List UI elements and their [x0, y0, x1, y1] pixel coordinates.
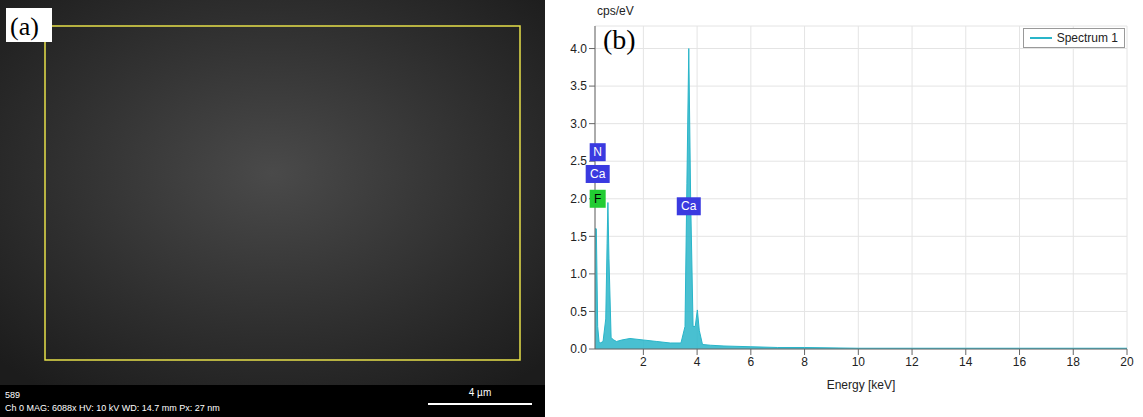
svg-text:Ch 0 MAG: 6088x HV: 10 kV WD:: Ch 0 MAG: 6088x HV: 10 kV WD: 14.7 mm Px…: [5, 403, 220, 413]
svg-text:589: 589: [5, 390, 20, 400]
svg-text:6: 6: [747, 355, 754, 369]
svg-text:10: 10: [852, 355, 866, 369]
svg-text:Ca: Ca: [681, 199, 697, 213]
svg-text:Ca: Ca: [590, 167, 606, 181]
svg-text:1.5: 1.5: [570, 230, 587, 244]
svg-text:4 µm: 4 µm: [469, 387, 491, 398]
svg-text:20: 20: [1120, 355, 1134, 369]
svg-text:1.0: 1.0: [570, 267, 587, 281]
svg-text:14: 14: [959, 355, 973, 369]
svg-text:N: N: [593, 145, 602, 159]
svg-text:12: 12: [905, 355, 919, 369]
svg-text:(a): (a): [10, 12, 39, 41]
html-text:Spectrum 1: Spectrum 1: [1056, 31, 1118, 45]
svg-text:4: 4: [694, 355, 701, 369]
html-text:(b): (b): [603, 24, 636, 55]
svg-text:3.0: 3.0: [570, 117, 587, 131]
svg-text:16: 16: [1013, 355, 1027, 369]
svg-text:18: 18: [1067, 355, 1081, 369]
svg-text:3.5: 3.5: [570, 79, 587, 93]
svg-text:Energy [keV]: Energy [keV]: [827, 378, 896, 392]
svg-text:8: 8: [801, 355, 808, 369]
svg-text:0.0: 0.0: [570, 342, 587, 356]
svg-text:4.0: 4.0: [570, 42, 587, 56]
svg-text:0.5: 0.5: [570, 305, 587, 319]
html-text:cps/eV: cps/eV: [597, 4, 634, 18]
svg-text:F: F: [594, 192, 601, 206]
svg-text:2.0: 2.0: [570, 192, 587, 206]
svg-text:2: 2: [640, 355, 647, 369]
svg-text:2.5: 2.5: [570, 154, 587, 168]
